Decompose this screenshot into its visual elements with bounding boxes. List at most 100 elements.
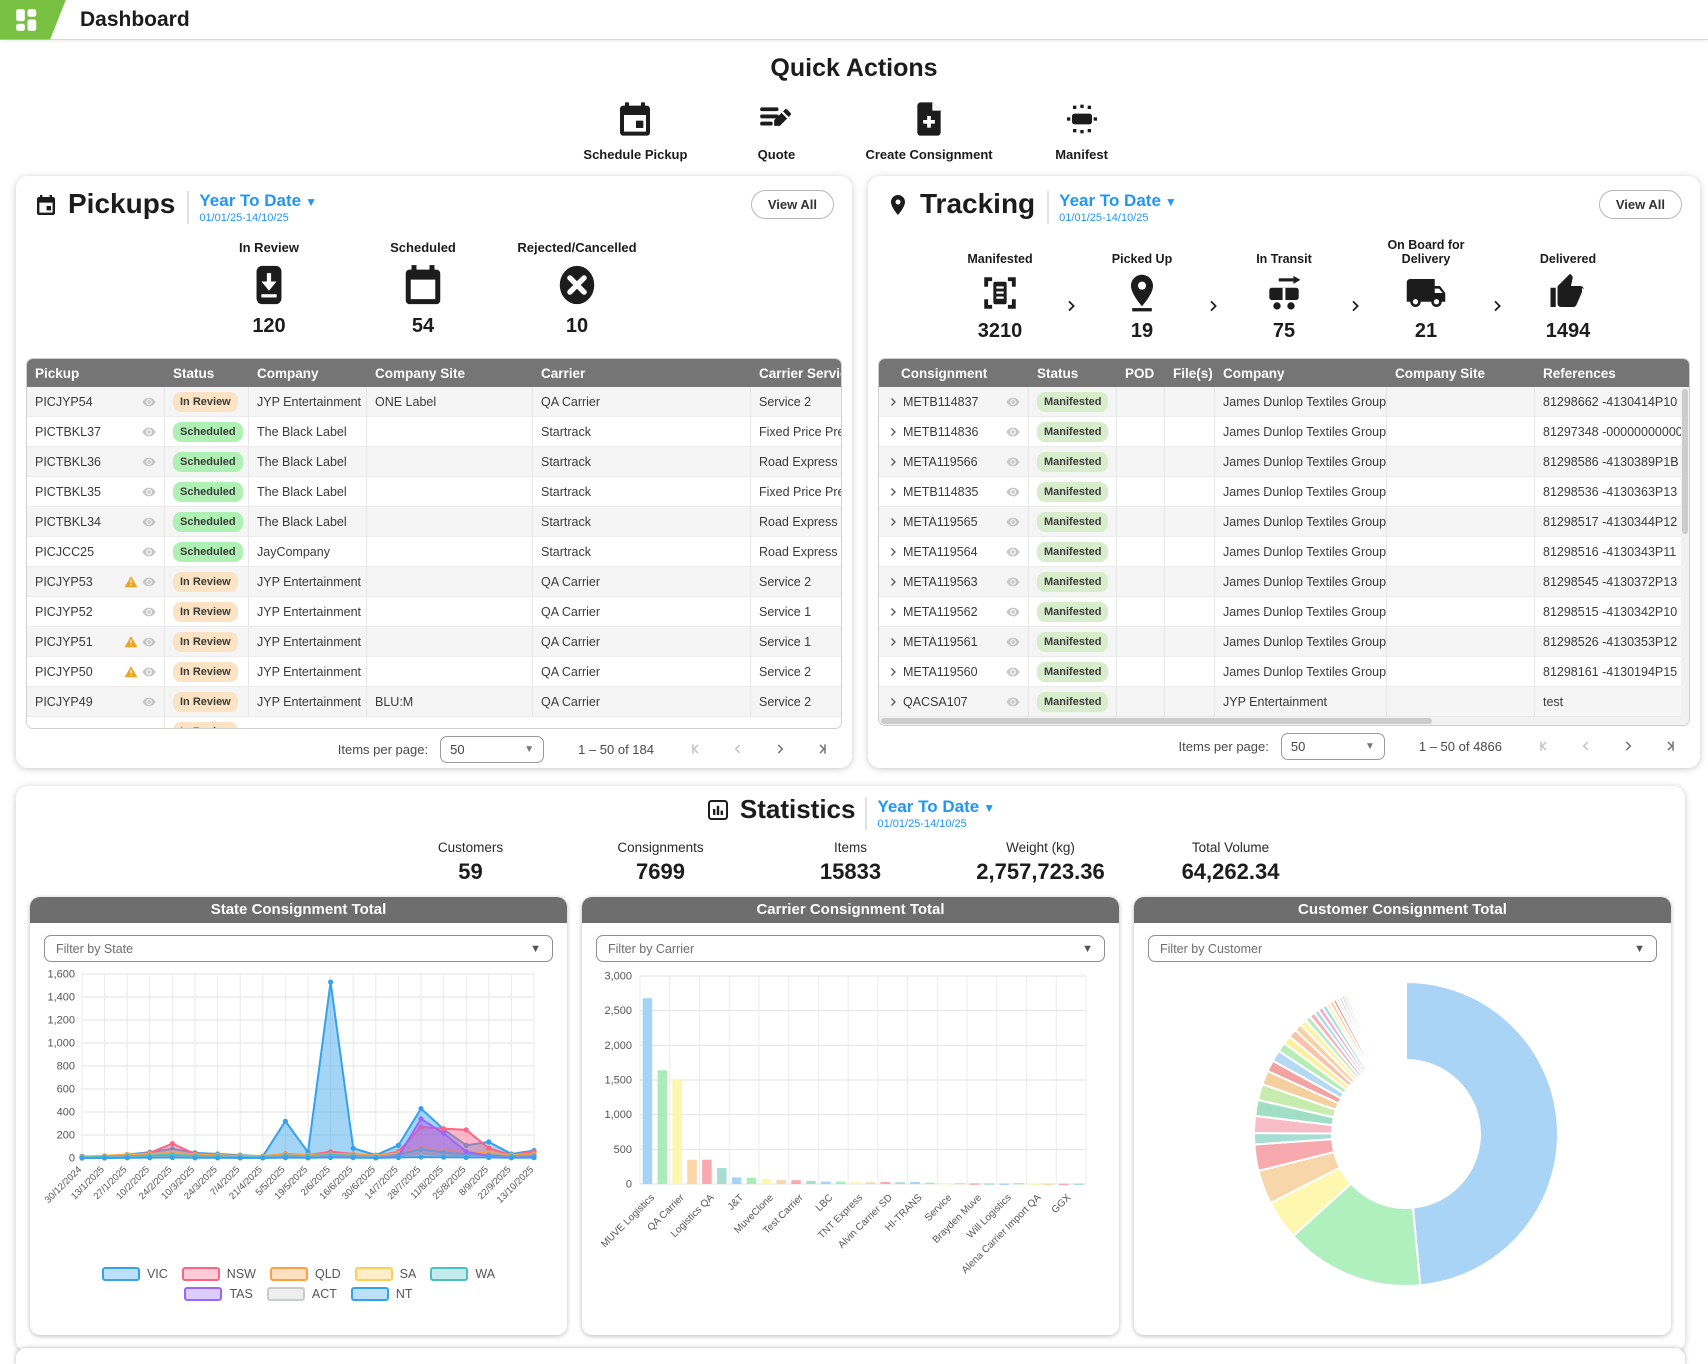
expand-row-icon[interactable] xyxy=(887,516,899,528)
legend-item-sa[interactable]: SA xyxy=(354,1267,416,1281)
legend-item-nt[interactable]: NT xyxy=(350,1287,413,1301)
tracking-period-dropdown[interactable]: Year To Date ▼ 01/01/25-14/10/25 xyxy=(1047,191,1177,224)
pickup-row[interactable]: PICTBKL34 Scheduled The Black Label Startra… xyxy=(27,507,841,537)
bar[interactable] xyxy=(880,1181,891,1184)
eye-icon[interactable] xyxy=(142,545,156,559)
donut-slice[interactable] xyxy=(1405,980,1559,1287)
bar[interactable] xyxy=(746,1177,757,1184)
eye-icon[interactable] xyxy=(1006,695,1020,709)
pickups-period-dropdown[interactable]: Year To Date ▼ 01/01/25-14/10/25 xyxy=(187,191,317,224)
bar[interactable] xyxy=(835,1181,846,1184)
bar[interactable] xyxy=(672,1080,682,1184)
quote-button[interactable]: Quote xyxy=(733,99,819,162)
bar[interactable] xyxy=(821,1181,831,1184)
next-page-icon[interactable] xyxy=(1620,738,1636,754)
eye-icon[interactable] xyxy=(1006,575,1020,589)
eye-icon[interactable] xyxy=(1006,395,1020,409)
bar[interactable] xyxy=(940,1182,950,1185)
eye-icon[interactable] xyxy=(1006,605,1020,619)
scrollbar-thumb[interactable] xyxy=(881,718,1432,724)
next-page-icon[interactable] xyxy=(772,741,788,757)
consignment-row[interactable]: META119563 Manifested James Dunlop Textile… xyxy=(879,567,1689,597)
bar[interactable] xyxy=(1029,1183,1039,1186)
eye-icon[interactable] xyxy=(142,455,156,469)
bar[interactable] xyxy=(657,1070,668,1184)
pickup-row[interactable]: PICTBKL37 Scheduled The Black Label Startra… xyxy=(27,417,841,447)
eye-icon[interactable] xyxy=(142,515,156,529)
bar[interactable] xyxy=(776,1180,786,1184)
eye-icon[interactable] xyxy=(1006,635,1020,649)
consignment-row[interactable]: META119564 Manifested James Dunlop Textile… xyxy=(879,537,1689,567)
eye-icon[interactable] xyxy=(1006,425,1020,439)
create-consignment-button[interactable]: Create Consignment xyxy=(865,99,993,162)
legend-item-qld[interactable]: QLD xyxy=(269,1267,341,1281)
bar[interactable] xyxy=(895,1182,905,1184)
bar[interactable] xyxy=(850,1181,861,1184)
donut-slice[interactable] xyxy=(1342,992,1379,1068)
eye-icon[interactable] xyxy=(1006,665,1020,679)
pickups-view-all-button[interactable]: View All xyxy=(750,190,834,219)
filter-by-carrier-select[interactable]: Filter by Carrier ▼ xyxy=(596,935,1105,962)
consignment-row[interactable]: META119566 Manifested James Dunlop Textile… xyxy=(879,447,1689,477)
eye-icon[interactable] xyxy=(1006,485,1020,499)
eye-icon[interactable] xyxy=(142,605,156,619)
expand-row-icon[interactable] xyxy=(887,606,899,618)
consignment-row[interactable]: METB114836 Manifested James Dunlop Textile… xyxy=(879,417,1689,447)
expand-row-icon[interactable] xyxy=(887,546,899,558)
pickups-page-size-select[interactable]: 50 ▼ xyxy=(440,735,545,763)
bar[interactable] xyxy=(969,1183,980,1185)
pickup-row[interactable]: PICTBKL36 Scheduled The Black Label Startra… xyxy=(27,447,841,477)
eye-icon[interactable] xyxy=(142,425,156,439)
expand-row-icon[interactable] xyxy=(887,456,899,468)
bar[interactable] xyxy=(731,1177,742,1184)
first-page-icon[interactable] xyxy=(1536,738,1552,754)
filter-by-state-select[interactable]: Filter by State ▼ xyxy=(44,935,553,962)
consignment-row[interactable]: META119561 Manifested James Dunlop Textile… xyxy=(879,627,1689,657)
expand-row-icon[interactable] xyxy=(887,666,899,678)
pickup-row[interactable]: PICTBKL35 Scheduled The Black Label Startra… xyxy=(27,477,841,507)
last-page-icon[interactable] xyxy=(1662,738,1678,754)
previous-page-icon[interactable] xyxy=(730,741,746,757)
eye-icon[interactable] xyxy=(142,395,156,409)
tracking-view-all-button[interactable]: View All xyxy=(1598,190,1682,219)
legend-item-nsw[interactable]: NSW xyxy=(181,1267,256,1281)
bar[interactable] xyxy=(702,1159,712,1184)
eye-icon[interactable] xyxy=(1006,515,1020,529)
legend-item-vic[interactable]: VIC xyxy=(101,1267,168,1281)
statistics-period-dropdown[interactable]: Year To Date ▼ 01/01/25-14/10/25 xyxy=(865,797,995,830)
bar[interactable] xyxy=(717,1168,727,1184)
eye-icon[interactable] xyxy=(142,665,156,679)
consignment-row[interactable]: META119562 Manifested James Dunlop Textile… xyxy=(879,597,1689,627)
bar[interactable] xyxy=(1058,1183,1069,1186)
pickup-row[interactable]: PICJYP51 In Review JYP Entertainment QA Car… xyxy=(27,627,841,657)
bar[interactable] xyxy=(865,1182,876,1184)
previous-page-icon[interactable] xyxy=(1578,738,1594,754)
bar[interactable] xyxy=(925,1182,935,1185)
bar[interactable] xyxy=(1073,1183,1084,1185)
expand-row-icon[interactable] xyxy=(887,486,899,498)
eye-icon[interactable] xyxy=(142,635,156,649)
expand-row-icon[interactable] xyxy=(887,396,899,408)
bar[interactable] xyxy=(642,998,653,1184)
bar[interactable] xyxy=(984,1183,995,1185)
expand-row-icon[interactable] xyxy=(887,636,899,648)
horizontal-scrollbar[interactable] xyxy=(879,717,1689,725)
eye-icon[interactable] xyxy=(142,575,156,589)
consignment-row[interactable]: METB114837 Manifested James Dunlop Textile… xyxy=(879,387,1689,417)
pickup-row[interactable]: PICJYP52 In Review JYP Entertainment QA Car… xyxy=(27,597,841,627)
eye-icon[interactable] xyxy=(142,695,156,709)
pickup-row[interactable]: PICJYP49 In Review JYP Entertainment BLU:M Q… xyxy=(27,687,841,717)
bar[interactable] xyxy=(1044,1183,1054,1185)
manifest-button[interactable]: Manifest xyxy=(1039,99,1125,162)
eye-icon[interactable] xyxy=(1006,455,1020,469)
last-page-icon[interactable] xyxy=(814,741,830,757)
eye-icon[interactable] xyxy=(1006,545,1020,559)
tracking-page-size-select[interactable]: 50 ▼ xyxy=(1280,732,1385,760)
expand-row-icon[interactable] xyxy=(887,576,899,588)
bar[interactable] xyxy=(910,1181,920,1184)
bar[interactable] xyxy=(1014,1182,1024,1185)
pickup-row[interactable]: PICJYP53 In Review JYP Entertainment QA Car… xyxy=(27,567,841,597)
schedule-pickup-button[interactable]: Schedule Pickup xyxy=(583,99,687,162)
expand-row-icon[interactable] xyxy=(887,426,899,438)
app-logo[interactable] xyxy=(0,0,66,40)
